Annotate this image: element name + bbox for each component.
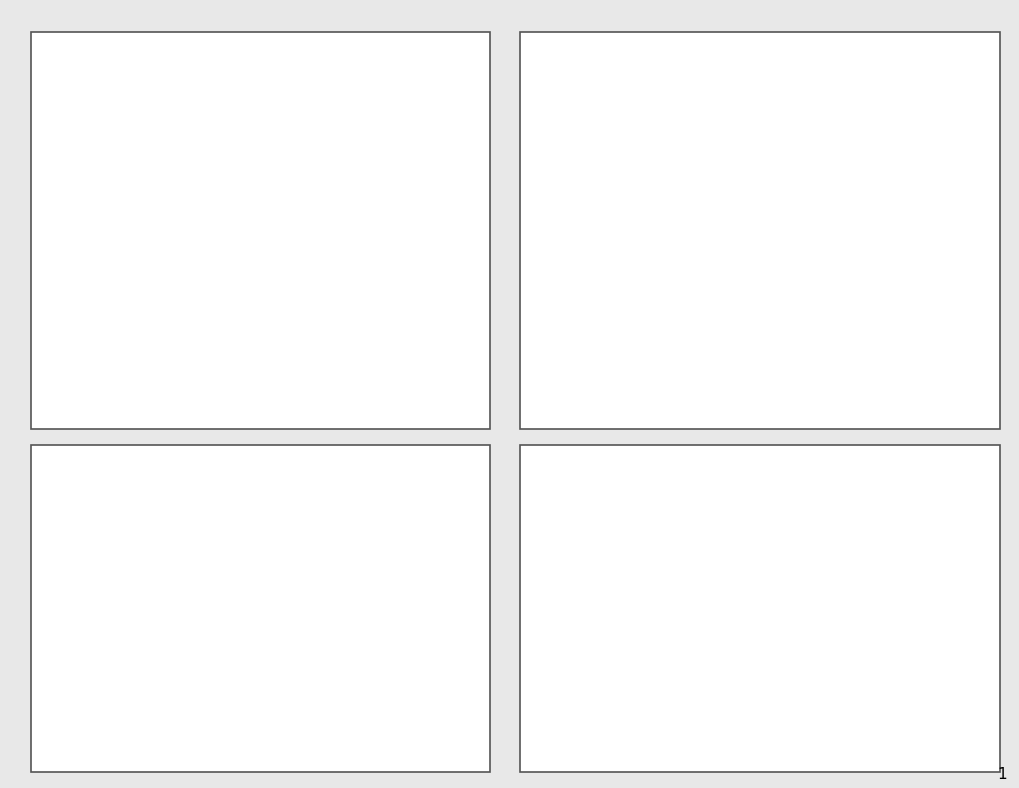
Text: <,<=,=,!=,...: <,<=,=,!=,...: [172, 644, 248, 652]
FancyBboxPatch shape: [67, 699, 462, 719]
Text: 1: 1: [997, 767, 1006, 782]
Text: 3: 3: [974, 410, 979, 418]
Text: character stream: character stream: [539, 585, 630, 593]
Text: IR code generation: IR code generation: [828, 115, 929, 125]
Text: Scanning and Parsing: Scanning and Parsing: [58, 58, 262, 74]
FancyBboxPatch shape: [560, 221, 709, 245]
Text: – Project 1 is 5% of total grade: – Project 1 is 5% of total grade: [76, 113, 238, 122]
Text: number: number: [78, 684, 116, 693]
Text: token: token: [694, 612, 721, 621]
FancyBboxPatch shape: [560, 178, 709, 203]
FancyBboxPatch shape: [800, 107, 958, 132]
FancyBboxPatch shape: [67, 578, 462, 597]
Text: Scanning and Parsing: Scanning and Parsing: [717, 410, 801, 418]
Text: lexer.next(): lexer.next(): [763, 557, 822, 567]
FancyBboxPatch shape: [67, 658, 462, 678]
Text: code generation: code generation: [837, 200, 921, 210]
Text: CS553 Lecture: CS553 Lecture: [53, 754, 111, 763]
Text: "words": "words": [652, 168, 694, 177]
Text: CS553 Lecture: CS553 Lecture: [539, 410, 597, 418]
Text: Scanning and Parsing: Scanning and Parsing: [218, 754, 302, 763]
Text: 2: 2: [462, 410, 466, 418]
Text: pattern: pattern: [291, 583, 335, 592]
Text: const: const: [78, 603, 105, 612]
Text: – Project 4 is 10% of total grade: – Project 4 is 10% of total grade: [76, 197, 245, 206]
Text: Synthesis: Synthesis: [847, 89, 911, 102]
Text: Scanning and Parsing: Scanning and Parsing: [717, 754, 801, 763]
Text: 4: 4: [462, 754, 466, 763]
Text: Lexical
analyzer: Lexical analyzer: [685, 581, 730, 600]
Text: const pi  := 3.14159  ⇒  const, identifier(pi), assign,number(3.14159): const pi := 3.14159 ⇒ const, identifier(…: [58, 734, 469, 744]
Text: – Lexical analysis (scanning): – Lexical analysis (scanning): [76, 300, 226, 309]
Text: lexer.peek(): lexer.peek(): [762, 565, 823, 574]
Text: lexical analysis: lexical analysis: [595, 144, 675, 153]
FancyBboxPatch shape: [800, 193, 958, 217]
Text: parse tree: parse tree: [909, 557, 963, 567]
Text: ".*": ".*": [291, 704, 315, 713]
Text: Analysis: Analysis: [607, 89, 661, 102]
Text: or AST: or AST: [918, 565, 955, 574]
Text: – Overall structure of a compiler: – Overall structure of a compiler: [76, 273, 248, 281]
Text: foo,index: foo,index: [172, 663, 224, 673]
FancyBboxPatch shape: [811, 571, 890, 611]
Text: identifier: identifier: [78, 663, 123, 673]
Text: relation: relation: [78, 644, 116, 652]
FancyBboxPatch shape: [67, 678, 462, 699]
Text: CS553 Lecture: CS553 Lecture: [544, 754, 601, 763]
FancyBboxPatch shape: [67, 637, 462, 658]
Text: const: const: [291, 603, 321, 612]
Text: interpreter: interpreter: [605, 270, 664, 280]
Text: Interaction Between Scanning and Parsing: Interaction Between Scanning and Parsing: [544, 463, 911, 478]
Text: – Lexical analyzers are usually automatically generated from patterns: – Lexical analyzers are usually automati…: [67, 527, 435, 536]
Circle shape: [776, 45, 826, 86]
Text: string: string: [78, 704, 107, 713]
Text: 5: 5: [970, 754, 975, 763]
Text: < | <= | = | != | ...: < | <= | = | != | ...: [291, 644, 413, 652]
FancyBboxPatch shape: [560, 262, 709, 288]
Text: const: const: [172, 603, 202, 612]
Text: – Outline of planned topics for course: – Outline of planned topics for course: [76, 244, 274, 254]
Text: – Project 2 is 10% of total grade: – Project 2 is 10% of total grade: [76, 141, 245, 150]
Text: IR: IR: [808, 183, 820, 191]
FancyBboxPatch shape: [800, 150, 958, 174]
Text: if: if: [78, 623, 86, 632]
Text: semantic analysis: semantic analysis: [588, 229, 681, 237]
Text: Examples: Examples: [58, 560, 121, 574]
Text: Structure of a Typical Inte: Structure of a Typical Inte: [539, 55, 755, 69]
Text: – Project 3 is 15% of total grade: – Project 3 is 15% of total grade: [76, 169, 245, 178]
Text: Lexical Analysis (Scanning): Lexical Analysis (Scanning): [53, 463, 301, 480]
Text: CS553 Lecture: CS553 Lecture: [53, 410, 111, 418]
Text: 3.14159,570: 3.14159,570: [172, 684, 236, 693]
Text: – Syntactic analysis (parsing): – Syntactic analysis (parsing): [76, 328, 230, 337]
Text: AST: AST: [559, 210, 581, 219]
Text: (regular expressions) (e.g., lex): (regular expressions) (e.g., lex): [76, 541, 242, 551]
Text: tokens: tokens: [554, 168, 591, 177]
Text: – Tokens, lexemes, and patterns: – Tokens, lexemes, and patterns: [67, 511, 235, 519]
FancyBboxPatch shape: [661, 571, 754, 611]
Text: "hi", "mom": "hi", "mom": [172, 704, 236, 713]
FancyBboxPatch shape: [560, 136, 709, 161]
FancyBboxPatch shape: [67, 618, 462, 637]
Text: token: token: [78, 583, 111, 592]
Text: lexeme(s): lexeme(s): [172, 583, 229, 592]
Text: if: if: [291, 623, 304, 632]
Text: [a-zA-Z_]+[a-zA-Z0-9_]*: [a-zA-Z_]+[a-zA-Z0-9_]*: [291, 663, 424, 673]
FancyBboxPatch shape: [67, 597, 462, 618]
Text: Break character stream into tokens (“words”): Break character stream into tokens (“wor…: [58, 491, 362, 504]
Text: syntactic analysis: syntactic analysis: [588, 186, 681, 195]
Text: Today: Today: [63, 225, 101, 237]
Text: "sentences": "sentences": [641, 210, 705, 219]
Text: optimization: optimization: [846, 158, 912, 166]
Text: [0-9]+ | [0-9]*.[0-9]+: [0-9]+ | [0-9]*.[0-9]+: [291, 684, 419, 693]
Text: if: if: [172, 623, 184, 632]
Text: IR: IR: [808, 140, 820, 150]
Text: target language: target language: [835, 242, 923, 251]
Text: Parser: Parser: [828, 584, 871, 597]
Text: annotated AST: annotated AST: [534, 252, 615, 262]
Text: Announcements: Announcements: [63, 93, 169, 106]
Text: r   Compiler: r Compiler: [823, 55, 922, 69]
Text: Scanning and Parsing: Scanning and Parsing: [218, 410, 302, 418]
Text: character stream: character stream: [588, 111, 682, 120]
